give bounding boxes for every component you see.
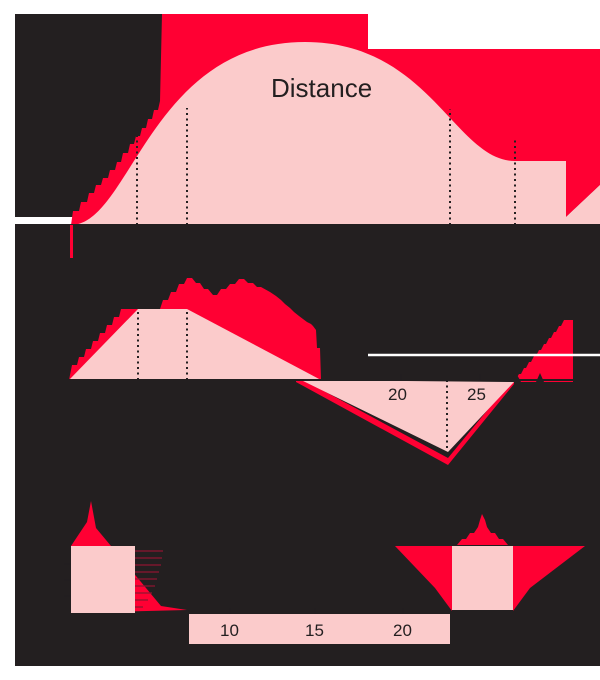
svg-text:15: 15 [305, 621, 324, 640]
svg-text:10: 10 [220, 621, 239, 640]
svg-text:20: 20 [388, 385, 407, 404]
svg-text:20: 20 [393, 621, 412, 640]
svg-text:Distance: Distance [271, 73, 372, 103]
svg-text:25: 25 [467, 385, 486, 404]
